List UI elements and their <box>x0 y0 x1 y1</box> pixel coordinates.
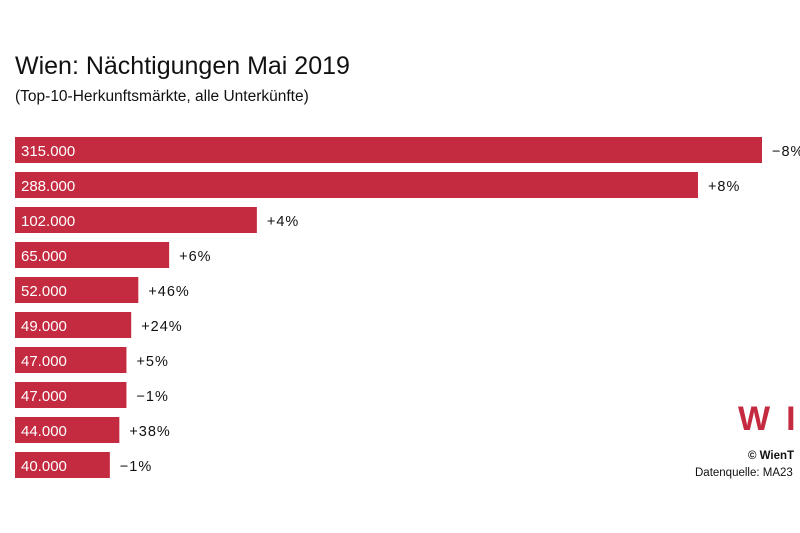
copyright-text: © WienT <box>748 450 795 462</box>
bar-value-label: 52.000 <box>21 283 67 300</box>
change-label: −8% <box>772 144 800 160</box>
brand-logo: WI <box>738 400 796 438</box>
chart-subtitle: (Top-10-Herkunftsmärkte, alle Unterkünft… <box>15 88 309 105</box>
change-label: +8% <box>708 179 740 195</box>
bar <box>15 312 132 338</box>
change-label: +6% <box>179 249 211 265</box>
change-label: +38% <box>129 424 171 440</box>
bar <box>15 172 698 198</box>
change-label: +4% <box>267 214 299 230</box>
change-label: +46% <box>148 284 190 300</box>
change-label: −1% <box>136 389 168 405</box>
bar <box>15 242 170 268</box>
bar <box>15 382 127 408</box>
change-label: +24% <box>141 319 183 335</box>
bar-value-label: 47.000 <box>21 388 67 405</box>
chart-title: Wien: Nächtigungen Mai 2019 <box>15 52 350 80</box>
bar <box>15 417 120 443</box>
bar-value-label: 44.000 <box>21 423 67 440</box>
bar-value-label: 102.000 <box>21 213 75 230</box>
bar-value-label: 40.000 <box>21 458 67 475</box>
source-text: Datenquelle: MA23 <box>695 467 793 479</box>
bar <box>15 277 139 303</box>
change-label: −1% <box>120 459 152 475</box>
bar-value-label: 315.000 <box>21 143 75 160</box>
bar-value-label: 65.000 <box>21 248 67 265</box>
bar-value-label: 49.000 <box>21 318 67 335</box>
bar-value-label: 47.000 <box>21 353 67 370</box>
bar <box>15 452 110 478</box>
bar <box>15 137 762 163</box>
bar <box>15 207 257 233</box>
bar <box>15 347 127 373</box>
bar-value-label: 288.000 <box>21 178 75 195</box>
change-label: +5% <box>136 354 168 370</box>
